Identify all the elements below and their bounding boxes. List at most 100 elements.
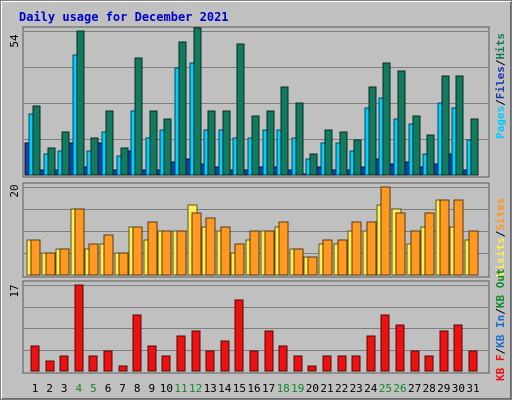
x-tick-label: 29 [437,382,450,395]
x-tick-label: 20 [306,382,319,395]
x-tick-label: 14 [218,382,232,395]
bar-hits-day-19 [295,102,304,176]
bar-kb-f-day-24 [366,335,376,372]
bar-sites-day-20 [307,256,318,276]
x-tick-label: 23 [350,382,363,395]
bar-hits-day-4 [76,30,85,176]
bar-kb-f-day-4 [74,284,84,372]
chart-title: Daily usage for December 2021 [19,10,229,24]
bar-sites-day-21 [322,239,333,276]
legend-entry: Pages [494,106,507,139]
series-sites [30,186,479,276]
bar-hits-day-24 [368,86,377,176]
legend-entry: Visits [494,237,507,277]
x-tick-label: 5 [90,382,97,395]
bar-kb-f-day-12 [191,330,201,372]
bar-hits-day-22 [339,131,348,176]
x-tick-label: 6 [105,382,112,395]
x-tick-label: 24 [364,382,378,395]
bar-kb-f-day-13 [205,350,215,372]
legend-entry: Sites [494,198,507,231]
bar-hits-day-2 [47,147,56,176]
bar-sites-day-8 [132,226,143,276]
bar-kb-f-day-31 [468,350,478,372]
bar-kb-f-day-16 [249,350,259,372]
y-max-label: 20 [8,184,21,197]
x-tick-label: 4 [75,382,82,395]
bar-hits-day-5 [90,137,99,176]
x-tick-label: 7 [119,382,126,395]
bar-sites-day-22 [337,239,348,276]
bar-hits-day-26 [397,70,406,176]
bar-hits-day-18 [280,86,289,176]
x-tick-label: 10 [160,382,173,395]
bar-kb-f-day-25 [380,314,390,372]
bar-hits-day-6 [105,110,114,176]
legend-panel-3: KB F/KB In/KB Out [494,268,507,381]
bar-hits-day-7 [120,147,129,176]
bar-kb-f-day-11 [176,335,186,372]
bar-sites-day-18 [278,221,289,276]
x-tick-label: 27 [408,382,421,395]
chart-panels: 54 20 17 [8,26,490,374]
bar-hits-day-8 [134,57,143,176]
x-tick-label: 26 [393,382,406,395]
bar-kb-f-day-23 [351,355,361,372]
bar-kb-f-day-22 [337,355,347,372]
bar-sites-day-16 [249,230,260,276]
bar-sites-day-4 [74,208,85,276]
legend-entry: KB In [494,315,507,348]
x-tick-label: 19 [291,382,304,395]
bar-kb-f-day-20 [307,365,317,372]
bar-sites-day-19 [293,248,304,276]
bar-hits-day-27 [412,115,421,176]
legend-separator: / [494,348,507,355]
bar-kb-f-day-14 [220,340,230,372]
bar-sites-day-7 [118,252,129,276]
bar-sites-day-24 [366,221,377,276]
legend-entry: Hits [494,33,507,60]
bar-sites-day-29 [439,199,450,276]
bar-hits-day-25 [382,62,391,176]
bar-kb-f-day-27 [410,350,420,372]
bar-kb-f-day-18 [278,345,288,372]
bar-kb-f-day-3 [59,355,69,372]
bar-hits-day-13 [207,110,216,176]
bar-kb-f-day-7 [118,365,128,372]
bar-sites-day-13 [205,217,216,276]
x-tick-label: 1 [32,382,39,395]
bar-hits-day-21 [324,129,333,176]
bar-sites-day-3 [59,248,70,276]
bar-sites-day-6 [103,234,114,276]
x-tick-label: 22 [335,382,348,395]
bar-sites-day-2 [45,252,56,276]
bar-sites-day-12 [191,212,202,276]
bar-hits-day-11 [178,41,187,176]
bar-hits-day-29 [441,75,450,176]
bar-kb-f-day-28 [424,355,434,372]
x-tick-label: 3 [61,382,68,395]
x-tick-label: 2 [46,382,53,395]
bar-hits-day-23 [353,139,362,176]
series-hits [32,27,479,176]
bar-hits-day-10 [163,118,172,176]
x-tick-label: 31 [466,382,479,395]
x-tick-label: 28 [423,382,436,395]
bar-sites-day-31 [468,230,479,276]
x-tick-label: 15 [233,382,246,395]
bar-sites-day-25 [380,186,391,276]
chart-panel-2: 20 [8,182,490,278]
bar-hits-day-9 [149,110,158,176]
x-tick-label: 12 [189,382,202,395]
x-tick-label: 13 [204,382,217,395]
bar-sites-day-28 [424,212,435,276]
bar-sites-day-14 [220,226,231,276]
bar-hits-day-12 [193,27,202,176]
bar-hits-day-28 [426,134,435,176]
bar-kb-f-day-9 [147,345,157,372]
x-tick-label: 9 [148,382,155,395]
bar-sites-day-26 [395,212,406,276]
bar-hits-day-17 [266,110,275,176]
x-tick-label: 25 [379,382,392,395]
